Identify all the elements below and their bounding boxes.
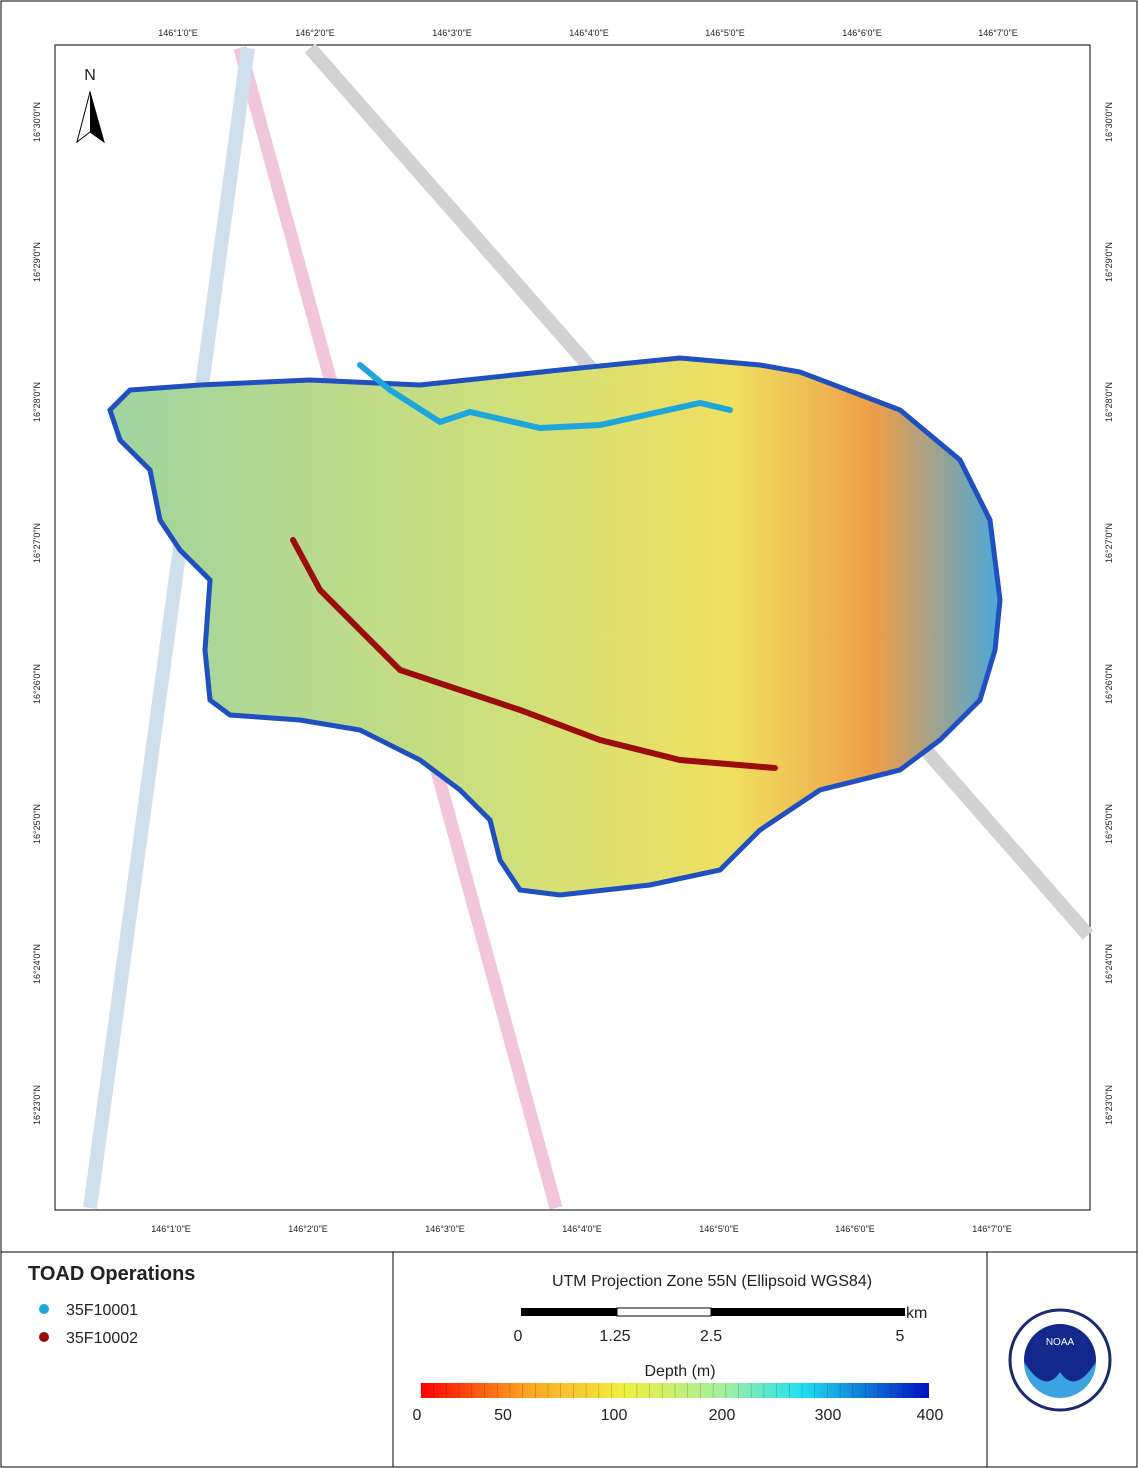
x-label-top: 146°3'0"E (432, 28, 472, 38)
depth-label: 300 (815, 1407, 842, 1424)
y-label-left: 16°26'0"N (32, 664, 42, 704)
legend-title: TOAD Operations (28, 1263, 195, 1285)
x-label-top: 146°1'0"E (158, 28, 198, 38)
x-label-bottom: 146°5'0"E (699, 1224, 739, 1234)
scale-segment (711, 1308, 905, 1316)
scale-segment (521, 1308, 617, 1316)
projection: UTM Projection Zone 55N (Ellipsoid WGS84… (552, 1273, 872, 1290)
depth-title: Depth (m) (644, 1363, 715, 1380)
y-label-right: 16°27'0"N (1104, 523, 1114, 563)
legend-item: 35F10002 (66, 1330, 138, 1347)
y-label-right: 16°29'0"N (1104, 242, 1114, 282)
scale-label: 0 (514, 1328, 523, 1345)
depth-label: 50 (494, 1407, 512, 1424)
y-label-left: 16°24'0"N (32, 944, 42, 984)
legend-item: 35F10001 (66, 1302, 138, 1319)
scale-label: 5 (896, 1328, 905, 1345)
x-label-top: 146°2'0"E (295, 28, 335, 38)
x-label-bottom: 146°6'0"E (835, 1224, 875, 1234)
y-label-right: 16°24'0"N (1104, 944, 1114, 984)
y-label-left: 16°25'0"N (32, 804, 42, 844)
scale-label: 2.5 (700, 1328, 722, 1345)
y-label-right: 16°23'0"N (1104, 1085, 1114, 1125)
x-label-bottom: 146°4'0"E (562, 1224, 602, 1234)
x-label-bottom: 146°3'0"E (425, 1224, 465, 1234)
x-label-top: 146°5'0"E (705, 28, 745, 38)
scale-segment (617, 1308, 711, 1316)
x-label-bottom: 146°2'0"E (288, 1224, 328, 1234)
y-label-left: 16°28'0"N (32, 382, 42, 422)
logo-text: NOAA (1046, 1337, 1075, 1348)
depth-label: 400 (917, 1407, 944, 1424)
y-label-right: 16°25'0"N (1104, 804, 1114, 844)
x-label-top: 146°6'0"E (842, 28, 882, 38)
y-label-left: 16°23'0"N (32, 1085, 42, 1125)
legend-marker (39, 1332, 49, 1342)
scale-label: 1.25 (599, 1328, 630, 1345)
legend-marker (39, 1304, 49, 1314)
y-label-right: 16°26'0"N (1104, 664, 1114, 704)
x-label-top: 146°7'0"E (978, 28, 1018, 38)
y-label-right: 16°30'0"N (1104, 102, 1114, 142)
scale-unit: km (906, 1305, 927, 1322)
depth-label: 100 (601, 1407, 628, 1424)
y-label-left: 16°29'0"N (32, 242, 42, 282)
y-label-left: 16°30'0"N (32, 102, 42, 142)
y-label-left: 16°27'0"N (32, 523, 42, 563)
x-label-bottom: 146°1'0"E (151, 1224, 191, 1234)
map-page: N TOAD Operations 35F10001 35F10002 UTM … (0, 0, 1138, 1468)
north-label: N (84, 67, 96, 84)
depth-label: 200 (709, 1407, 736, 1424)
x-label-bottom: 146°7'0"E (972, 1224, 1012, 1234)
depth-label: 0 (413, 1407, 422, 1424)
x-label-top: 146°4'0"E (569, 28, 609, 38)
y-label-right: 16°28'0"N (1104, 382, 1114, 422)
